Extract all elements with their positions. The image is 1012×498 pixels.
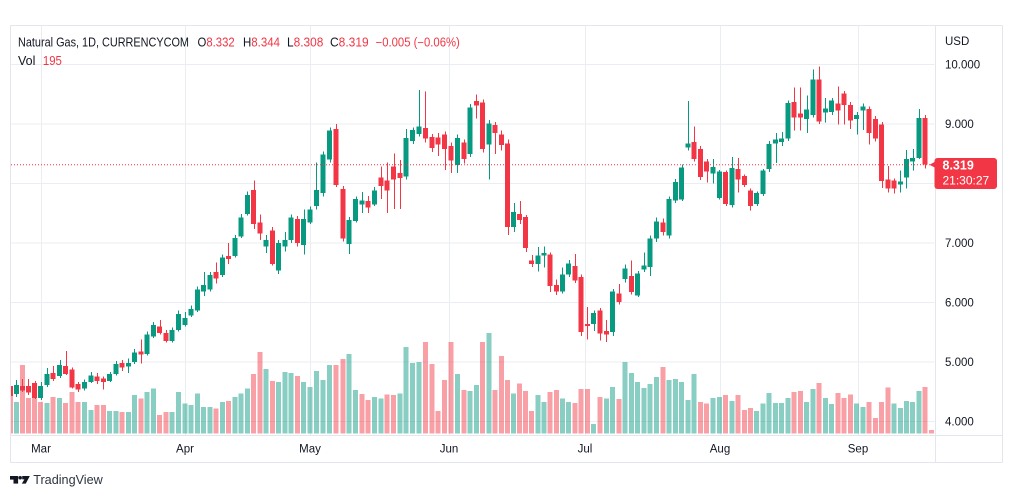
- svg-text:195: 195: [43, 54, 62, 68]
- svg-text:5.000: 5.000: [945, 357, 974, 369]
- svg-text:Jun: Jun: [440, 444, 459, 456]
- svg-text:Vol: Vol: [18, 54, 35, 68]
- svg-text:10.000: 10.000: [945, 60, 980, 72]
- svg-text:Natural Gas, 1D, CURRENCYCOM: Natural Gas, 1D, CURRENCYCOM: [18, 36, 189, 50]
- svg-text:Mar: Mar: [31, 444, 51, 456]
- svg-text:8.319: 8.319: [943, 159, 974, 173]
- svg-text:Sep: Sep: [848, 444, 868, 456]
- svg-text:May: May: [299, 444, 321, 456]
- svg-text:Apr: Apr: [176, 444, 194, 456]
- svg-text:−0.005 (−0.06%): −0.005 (−0.06%): [376, 36, 460, 50]
- svg-text:USD: USD: [945, 36, 969, 48]
- svg-text:L8.308: L8.308: [287, 36, 323, 50]
- svg-text:TradingView: TradingView: [33, 472, 103, 487]
- svg-text:7.000: 7.000: [945, 238, 974, 250]
- svg-text:H8.344: H8.344: [243, 36, 280, 50]
- svg-text:C8.319: C8.319: [330, 36, 369, 50]
- svg-text:21:30:27: 21:30:27: [943, 174, 990, 188]
- svg-text:9.000: 9.000: [945, 119, 974, 131]
- svg-text:4.000: 4.000: [945, 417, 974, 429]
- svg-text:Aug: Aug: [710, 444, 730, 456]
- svg-text:Jul: Jul: [578, 444, 593, 456]
- svg-text:O8.332: O8.332: [198, 36, 235, 50]
- svg-text:6.000: 6.000: [945, 298, 974, 310]
